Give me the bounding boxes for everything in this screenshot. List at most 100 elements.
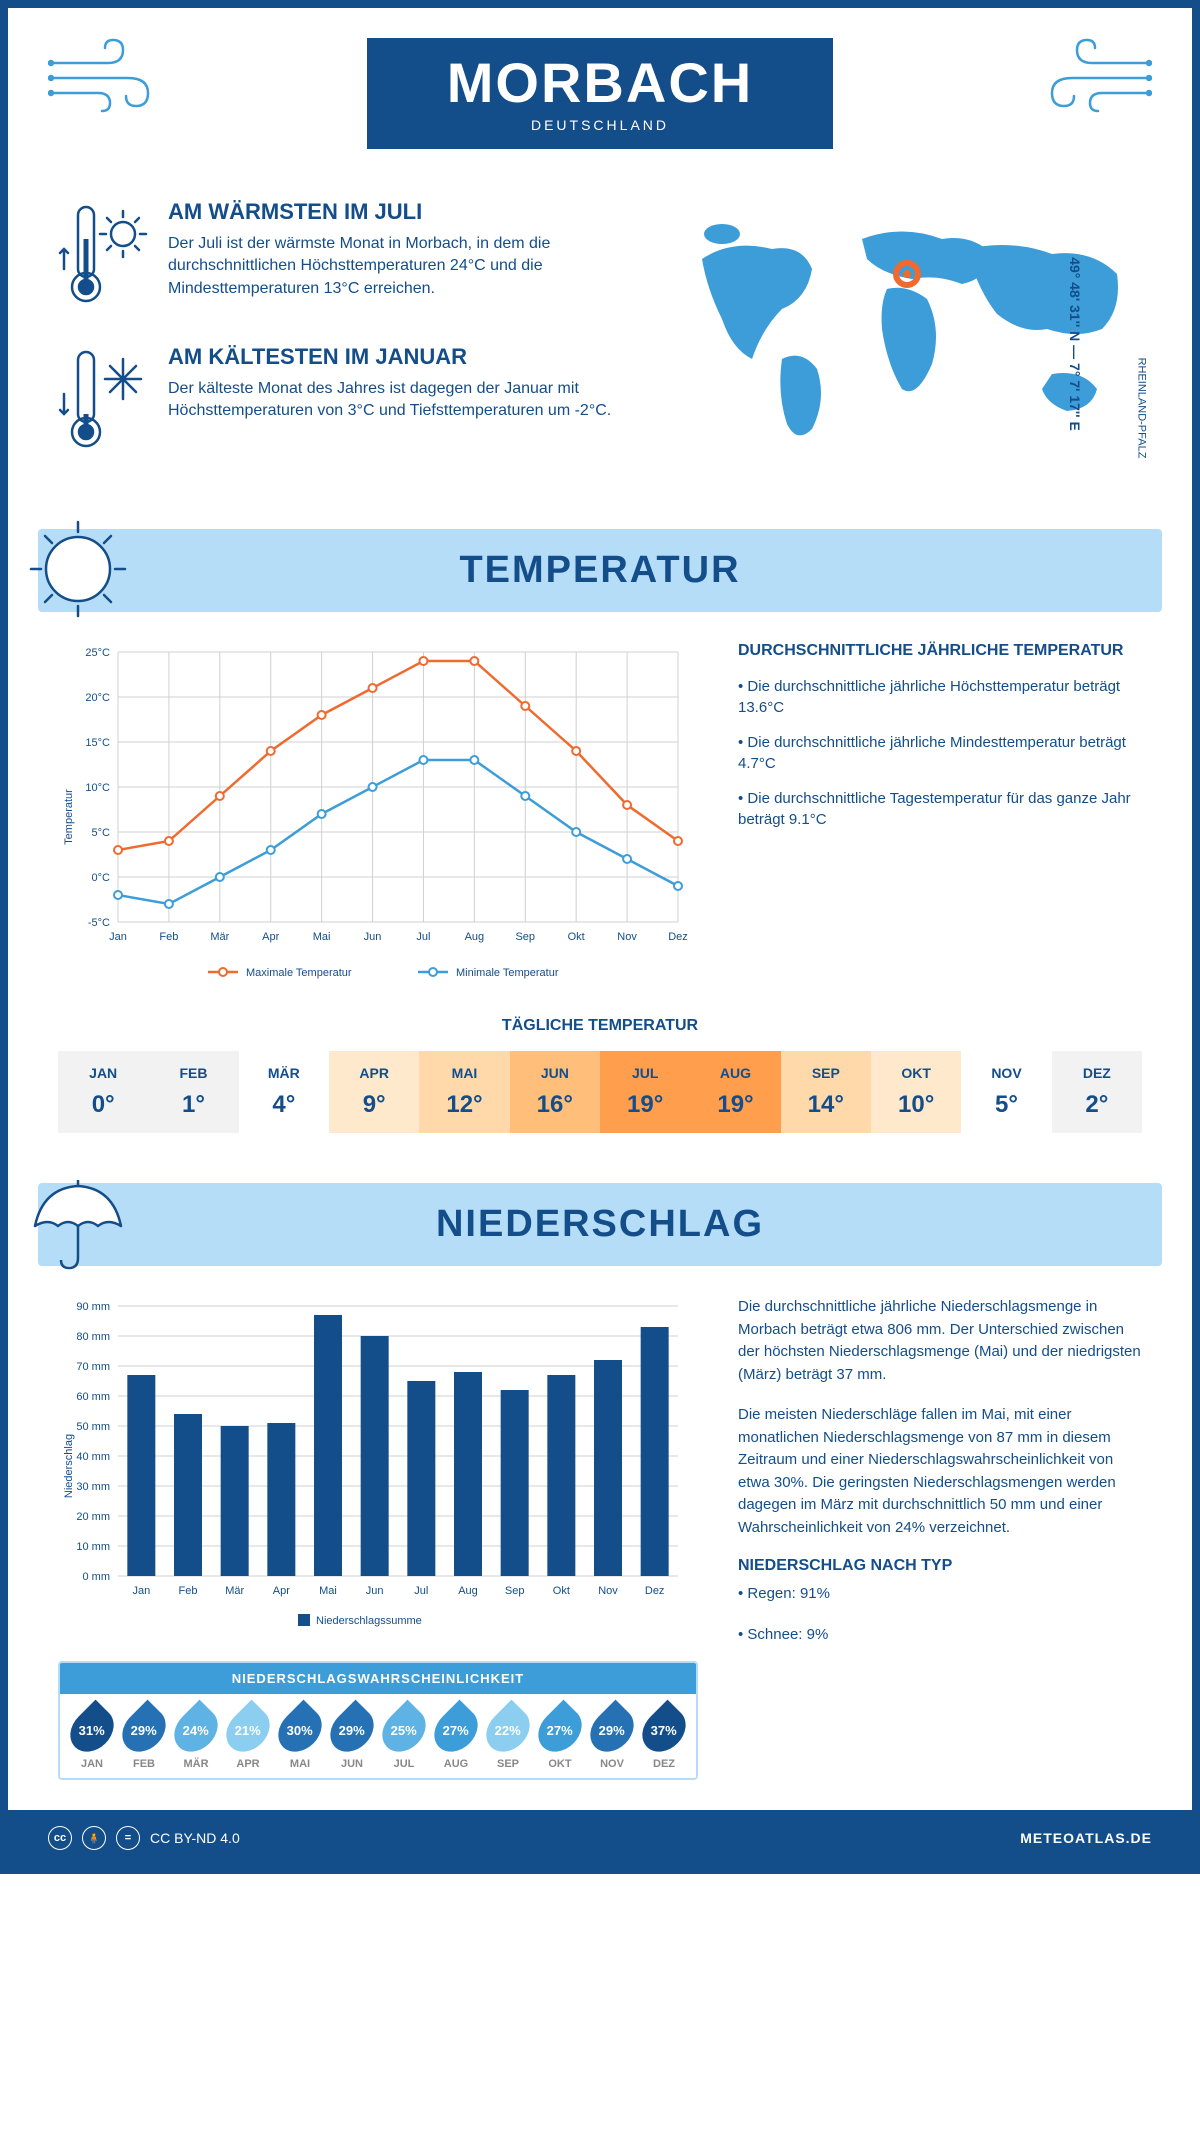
temp-notes: DURCHSCHNITTLICHE JÄHRLICHE TEMPERATUR •… (738, 642, 1142, 997)
svg-text:Jun: Jun (364, 931, 382, 943)
footer: cc 🧍 = CC BY-ND 4.0 METEOATLAS.DE (8, 1810, 1192, 1866)
precipitation-chart: 0 mm 10 mm 20 mm 30 mm 40 mm 50 mm 60 mm 70 mm 8… (58, 1296, 698, 1636)
warmest-block: AM WÄRMSTEN IM JULI Der Juli ist der wär… (58, 199, 642, 314)
coldest-title: AM KÄLTESTEN IM JANUAR (168, 344, 642, 370)
svg-text:0 mm: 0 mm (83, 1571, 111, 1583)
wind-icon-left (48, 38, 158, 123)
temp-notes-title: DURCHSCHNITTLICHE JÄHRLICHE TEMPERATUR (738, 642, 1142, 660)
warmest-text: Der Juli ist der wärmste Monat in Morbac… (168, 233, 642, 300)
daily-temp-cell: JAN0° (58, 1051, 148, 1133)
precip-rain: • Regen: 91% (738, 1583, 1142, 1606)
prob-cell: 22%SEP (482, 1706, 534, 1770)
prob-cell: 24%MÄR (170, 1706, 222, 1770)
country-name: DEUTSCHLAND (447, 117, 753, 133)
svg-text:Nov: Nov (598, 1585, 618, 1597)
svg-text:90 mm: 90 mm (76, 1301, 110, 1313)
svg-text:Okt: Okt (553, 1585, 570, 1597)
temp-note-2: • Die durchschnittliche jährliche Mindes… (738, 732, 1142, 774)
prob-cell: 27%OKT (534, 1706, 586, 1770)
daily-temp-cell: AUG19° (690, 1051, 780, 1133)
temp-section-title: TEMPERATUR (38, 549, 1162, 592)
sun-icon (23, 514, 133, 629)
coldest-text: Der kälteste Monat des Jahres ist dagege… (168, 378, 642, 423)
svg-text:10 mm: 10 mm (76, 1541, 110, 1553)
daily-temp-cell: JUL19° (600, 1051, 690, 1133)
svg-text:Okt: Okt (568, 931, 585, 943)
svg-text:Dez: Dez (645, 1585, 665, 1597)
precip-text-block: Die durchschnittliche jährliche Niedersc… (738, 1296, 1142, 1780)
nd-icon: = (116, 1826, 140, 1850)
svg-text:Sep: Sep (505, 1585, 525, 1597)
thermometer-hot-icon (58, 199, 148, 314)
daily-temp-cell: SEP14° (781, 1051, 871, 1133)
svg-text:Minimale Temperatur: Minimale Temperatur (456, 967, 559, 979)
cc-icon: cc (48, 1826, 72, 1850)
precip-p2: Die meisten Niederschläge fallen im Mai,… (738, 1404, 1142, 1539)
precip-type-title: NIEDERSCHLAG NACH TYP (738, 1557, 1142, 1575)
svg-text:60 mm: 60 mm (76, 1391, 110, 1403)
svg-text:50 mm: 50 mm (76, 1421, 110, 1433)
license-text: CC BY-ND 4.0 (150, 1830, 240, 1846)
svg-text:15°C: 15°C (85, 737, 110, 749)
daily-temp-cell: JUN16° (510, 1051, 600, 1133)
world-map-block: 49° 48' 31'' N — 7° 7' 17'' E RHEINLAND-… (682, 199, 1142, 489)
svg-text:20°C: 20°C (85, 692, 110, 704)
svg-text:Jul: Jul (414, 1585, 428, 1597)
svg-text:20 mm: 20 mm (76, 1511, 110, 1523)
svg-text:Jul: Jul (416, 931, 430, 943)
coldest-block: AM KÄLTESTEN IM JANUAR Der kälteste Mona… (58, 344, 642, 459)
daily-temp-title: TÄGLICHE TEMPERATUR (58, 1017, 1142, 1035)
prob-cell: 30%MAI (274, 1706, 326, 1770)
daily-temp-cell: MÄR4° (239, 1051, 329, 1133)
umbrella-icon (23, 1168, 133, 1283)
header: MORBACH DEUTSCHLAND (8, 8, 1192, 169)
svg-text:Maximale Temperatur: Maximale Temperatur (246, 967, 352, 979)
prob-cell: 29%JUN (326, 1706, 378, 1770)
prob-cell: 29%FEB (118, 1706, 170, 1770)
prob-cell: 27%AUG (430, 1706, 482, 1770)
daily-temp-cell: NOV5° (961, 1051, 1051, 1133)
svg-text:30 mm: 30 mm (76, 1481, 110, 1493)
svg-text:Niederschlag: Niederschlag (63, 1434, 75, 1498)
temp-note-1: • Die durchschnittliche jährliche Höchst… (738, 676, 1142, 718)
precip-probability-box: NIEDERSCHLAGSWAHRSCHEINLICHKEIT 31%JAN29… (58, 1661, 698, 1780)
precip-p1: Die durchschnittliche jährliche Niedersc… (738, 1296, 1142, 1386)
svg-text:Aug: Aug (458, 1585, 478, 1597)
site-name: METEOATLAS.DE (1020, 1830, 1152, 1846)
svg-text:80 mm: 80 mm (76, 1331, 110, 1343)
thermometer-cold-icon (58, 344, 148, 459)
svg-text:Apr: Apr (262, 931, 279, 943)
svg-text:Sep: Sep (515, 931, 535, 943)
svg-text:0°C: 0°C (92, 872, 111, 884)
city-name: MORBACH (447, 50, 753, 115)
svg-text:Jun: Jun (366, 1585, 384, 1597)
svg-text:Nov: Nov (617, 931, 637, 943)
by-icon: 🧍 (82, 1826, 106, 1850)
svg-text:Jan: Jan (109, 931, 127, 943)
svg-text:70 mm: 70 mm (76, 1361, 110, 1373)
svg-text:Aug: Aug (465, 931, 485, 943)
daily-temp-cell: OKT10° (871, 1051, 961, 1133)
svg-text:-5°C: -5°C (88, 917, 110, 929)
prob-cell: 37%DEZ (638, 1706, 690, 1770)
wind-icon-right (1042, 38, 1152, 123)
prob-cell: 31%JAN (66, 1706, 118, 1770)
svg-text:Feb: Feb (159, 931, 178, 943)
svg-text:Jan: Jan (132, 1585, 150, 1597)
svg-text:Niederschlagssumme: Niederschlagssumme (316, 1615, 422, 1627)
svg-text:Apr: Apr (273, 1585, 290, 1597)
temperature-chart: -5°C0°C5°C10°C15°C20°C25°CJanFebMärAprMa… (58, 642, 698, 997)
svg-text:Temperatur: Temperatur (63, 789, 75, 845)
precip-section-banner: NIEDERSCHLAG (38, 1183, 1162, 1266)
svg-text:40 mm: 40 mm (76, 1451, 110, 1463)
daily-temp-cell: DEZ2° (1052, 1051, 1142, 1133)
daily-temp-cell: APR9° (329, 1051, 419, 1133)
precip-snow: • Schnee: 9% (738, 1624, 1142, 1647)
svg-text:5°C: 5°C (92, 827, 111, 839)
title-banner: MORBACH DEUTSCHLAND (367, 38, 833, 149)
daily-temp-grid: JAN0°FEB1°MÄR4°APR9°MAI12°JUN16°JUL19°AU… (58, 1051, 1142, 1133)
svg-text:Dez: Dez (668, 931, 688, 943)
prob-cell: 21%APR (222, 1706, 274, 1770)
warmest-title: AM WÄRMSTEN IM JULI (168, 199, 642, 225)
svg-text:Mär: Mär (210, 931, 229, 943)
